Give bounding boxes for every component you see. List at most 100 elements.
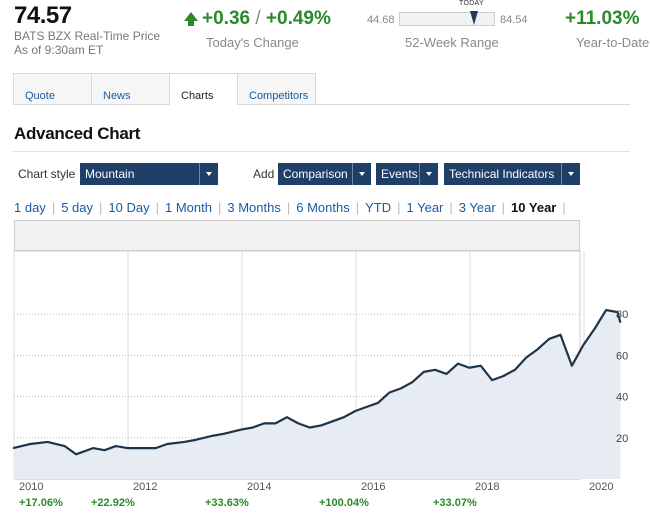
data-point	[445, 373, 448, 375]
data-point	[309, 426, 311, 429]
data-point	[331, 420, 334, 422]
range-1-day[interactable]: 1 day	[14, 200, 46, 215]
tab-news[interactable]: News	[91, 73, 170, 104]
price-source-label: BATS BZX Real-Time Price	[14, 29, 161, 43]
data-point	[240, 428, 242, 431]
period-change-2010: +17.06%	[19, 497, 63, 509]
range-3-year[interactable]: 3 Year	[458, 200, 496, 215]
y-tick-label: 20	[616, 433, 628, 445]
ytd-change: +11.03%	[565, 8, 640, 29]
tab-quote[interactable]: Quote	[13, 73, 92, 104]
data-point	[594, 328, 596, 330]
range-10-year[interactable]: 10 Year	[511, 200, 557, 215]
range-1-month[interactable]: 1 Month	[165, 200, 212, 215]
data-point	[320, 424, 322, 427]
change-amount: +0.36	[202, 8, 251, 29]
tab-charts[interactable]: Charts	[169, 73, 238, 105]
data-point	[155, 447, 157, 449]
range-6-months[interactable]: 6 Months	[296, 200, 350, 215]
data-point	[126, 447, 128, 449]
data-point	[400, 387, 402, 389]
period-change-2018: +33.07%	[433, 497, 477, 509]
x-tick-label: 2020	[589, 481, 613, 493]
data-point	[297, 422, 299, 424]
range-3-months[interactable]: 3 Months	[227, 200, 281, 215]
range-bar	[399, 11, 495, 26]
events-label: Events	[381, 167, 418, 181]
data-point	[423, 371, 425, 373]
data-point	[411, 381, 413, 383]
data-point	[343, 416, 345, 418]
change-percent: +0.49%	[265, 8, 331, 29]
range-10-day[interactable]: 10 Day	[108, 200, 150, 215]
data-point	[571, 365, 573, 367]
data-point	[195, 439, 197, 441]
y-tick-label: 40	[616, 392, 628, 404]
up-arrow-icon	[184, 12, 198, 26]
period-change-2014: +33.63%	[205, 497, 249, 509]
data-point	[183, 441, 185, 443]
data-point	[286, 416, 288, 418]
change-separator: /	[255, 8, 261, 29]
today-change: +0.36 / +0.49%	[184, 8, 331, 30]
events-dropdown[interactable]: Events	[376, 163, 438, 185]
tab-competitors[interactable]: Competitors	[237, 73, 316, 104]
range-high: 84.54	[500, 14, 528, 26]
data-point	[103, 449, 106, 451]
data-point	[457, 363, 459, 365]
range-separator: |	[355, 200, 360, 215]
chart-style-dropdown[interactable]: Mountain	[80, 163, 218, 185]
range-label: 52-Week Range	[405, 35, 499, 50]
data-point	[212, 435, 214, 437]
y-tick-label: 80	[616, 309, 628, 321]
comparison-label: Comparison	[283, 167, 348, 181]
range-5-day[interactable]: 5 day	[61, 200, 94, 215]
data-point	[537, 348, 539, 350]
data-point	[559, 334, 562, 336]
range-low: 44.68	[367, 14, 395, 26]
range-1-year[interactable]: 1 Year	[406, 200, 444, 215]
x-tick-label: 2010	[19, 481, 43, 493]
data-point	[582, 344, 584, 346]
x-tick-label: 2018	[475, 481, 499, 493]
price-timestamp: As of 9:30am ET	[14, 43, 104, 57]
range-separator: |	[217, 200, 222, 215]
chart-style-label: Chart style	[18, 167, 76, 181]
series-area	[13, 310, 621, 479]
data-point	[12, 447, 14, 449]
chevron-down-icon	[419, 163, 438, 185]
section-title: Advanced Chart	[14, 124, 141, 143]
ytd-label: Year-to-Date	[576, 35, 650, 50]
range-separator: |	[51, 200, 56, 215]
price-source: BATS BZX Real-Time Price As of 9:30am ET	[14, 29, 160, 57]
data-point	[388, 391, 391, 394]
data-point	[525, 356, 527, 359]
data-point	[46, 441, 49, 443]
technical-indicators-dropdown[interactable]: Technical Indicators	[444, 163, 580, 185]
range-ytd[interactable]: YTD	[365, 200, 392, 215]
today-change-label: Today's Change	[206, 35, 299, 50]
range-separator: |	[449, 200, 453, 215]
range-separator: |	[286, 200, 291, 215]
section-divider	[13, 151, 630, 152]
data-point	[252, 426, 254, 429]
data-point	[616, 311, 619, 313]
chevron-down-icon	[199, 163, 218, 185]
data-point	[75, 453, 77, 455]
data-point	[92, 447, 94, 449]
data-point	[468, 367, 470, 369]
data-point	[480, 365, 482, 367]
chart-style-value: Mountain	[85, 167, 135, 181]
period-change-2012: +22.92%	[91, 497, 135, 509]
data-point	[619, 321, 621, 324]
data-point	[274, 422, 277, 424]
x-tick-label: 2012	[133, 481, 157, 493]
data-point	[166, 443, 168, 445]
comparison-dropdown[interactable]: Comparison	[278, 163, 371, 185]
data-point	[377, 402, 379, 404]
add-label: Add	[253, 167, 275, 181]
range-separator: |	[562, 200, 566, 215]
x-tick-label: 2016	[361, 481, 385, 493]
technical-indicators-label: Technical Indicators	[449, 167, 555, 181]
